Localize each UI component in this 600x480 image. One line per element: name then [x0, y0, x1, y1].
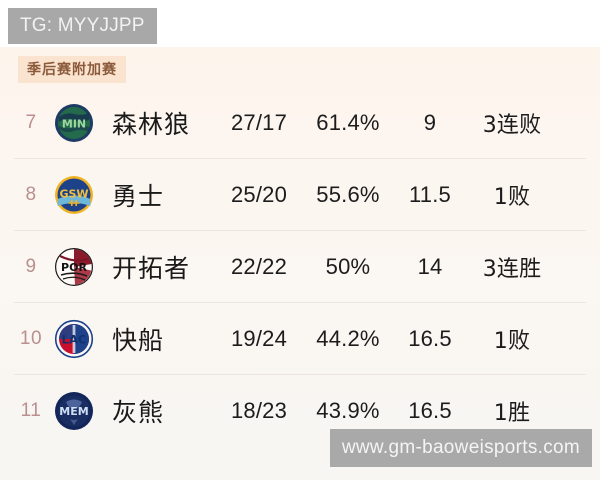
clippers-logo-icon: LAC [54, 319, 94, 359]
standings-rows: 7 MIN 森林狼 27/17 61.4% 9 3连败 [0, 87, 600, 447]
timberwolves-logo-icon: MIN [54, 103, 94, 143]
table-row[interactable]: 9 POR 开拓者 22/22 50% 14 [0, 231, 600, 303]
team-games-behind: 14 [417, 254, 443, 279]
row-divider [14, 374, 586, 375]
team-record: 22/22 [230, 254, 288, 279]
team-record: 27/17 [230, 110, 288, 135]
standings-card: 季后赛附加赛 7 MIN 森林狼 27/17 61.4% 9 [0, 47, 600, 480]
row-divider [14, 302, 586, 303]
table-row[interactable]: 10 LAC 快船 19/24 44.2% 16.5 1败 [0, 303, 600, 375]
team-name: 快船 [112, 326, 165, 355]
team-games-behind: 11.5 [409, 182, 451, 207]
team-record: 18/23 [230, 398, 288, 423]
team-name: 勇士 [112, 182, 165, 211]
row-rank: 9 [25, 256, 37, 277]
site-watermark: www.gm-baoweisports.com [329, 429, 592, 467]
row-rank: 8 [25, 184, 37, 205]
team-streak: 3连胜 [482, 257, 542, 282]
table-row[interactable]: 7 MIN 森林狼 27/17 61.4% 9 3连败 [0, 87, 600, 159]
team-games-behind: 16.5 [408, 326, 452, 351]
team-streak: 1胜 [493, 401, 531, 426]
team-win-pct: 43.9% [316, 398, 380, 423]
table-row[interactable]: 8 GSW 勇士 25/20 55.6% 11.5 1败 [0, 159, 600, 231]
tg-watermark-badge: TG: MYYJJPP [8, 8, 157, 44]
team-games-behind: 9 [423, 110, 437, 135]
svg-text:MEM: MEM [59, 405, 88, 418]
trailblazers-logo-icon: POR [54, 247, 94, 287]
team-streak: 3连败 [482, 113, 542, 138]
team-name: 开拓者 [112, 254, 191, 283]
table-row[interactable]: 11 MEM 灰熊 18/23 43.9% 16.5 1胜 [0, 375, 600, 447]
team-win-pct: 44.2% [316, 326, 380, 351]
svg-text:MIN: MIN [62, 118, 86, 131]
team-record: 25/20 [230, 182, 288, 207]
row-rank: 10 [19, 328, 43, 349]
row-divider [14, 230, 586, 231]
row-rank: 11 [20, 400, 42, 421]
row-divider [14, 158, 586, 159]
team-win-pct: 55.6% [316, 182, 380, 207]
section-label-container: 季后赛附加赛 [0, 47, 600, 87]
warriors-logo-icon: GSW [54, 175, 94, 215]
row-rank: 7 [25, 112, 37, 133]
svg-text:LAC: LAC [62, 332, 87, 346]
svg-text:GSW: GSW [59, 188, 88, 201]
team-streak: 1败 [493, 329, 531, 354]
team-win-pct: 61.4% [316, 110, 380, 135]
team-games-behind: 16.5 [408, 398, 452, 423]
svg-text:POR: POR [61, 261, 87, 274]
team-record: 19/24 [230, 326, 288, 351]
play-in-section-label: 季后赛附加赛 [18, 56, 126, 83]
team-name: 森林狼 [112, 110, 191, 139]
team-streak: 1败 [493, 185, 531, 210]
team-win-pct: 50% [325, 254, 371, 279]
team-name: 灰熊 [112, 398, 165, 427]
grizzlies-logo-icon: MEM [54, 391, 94, 431]
